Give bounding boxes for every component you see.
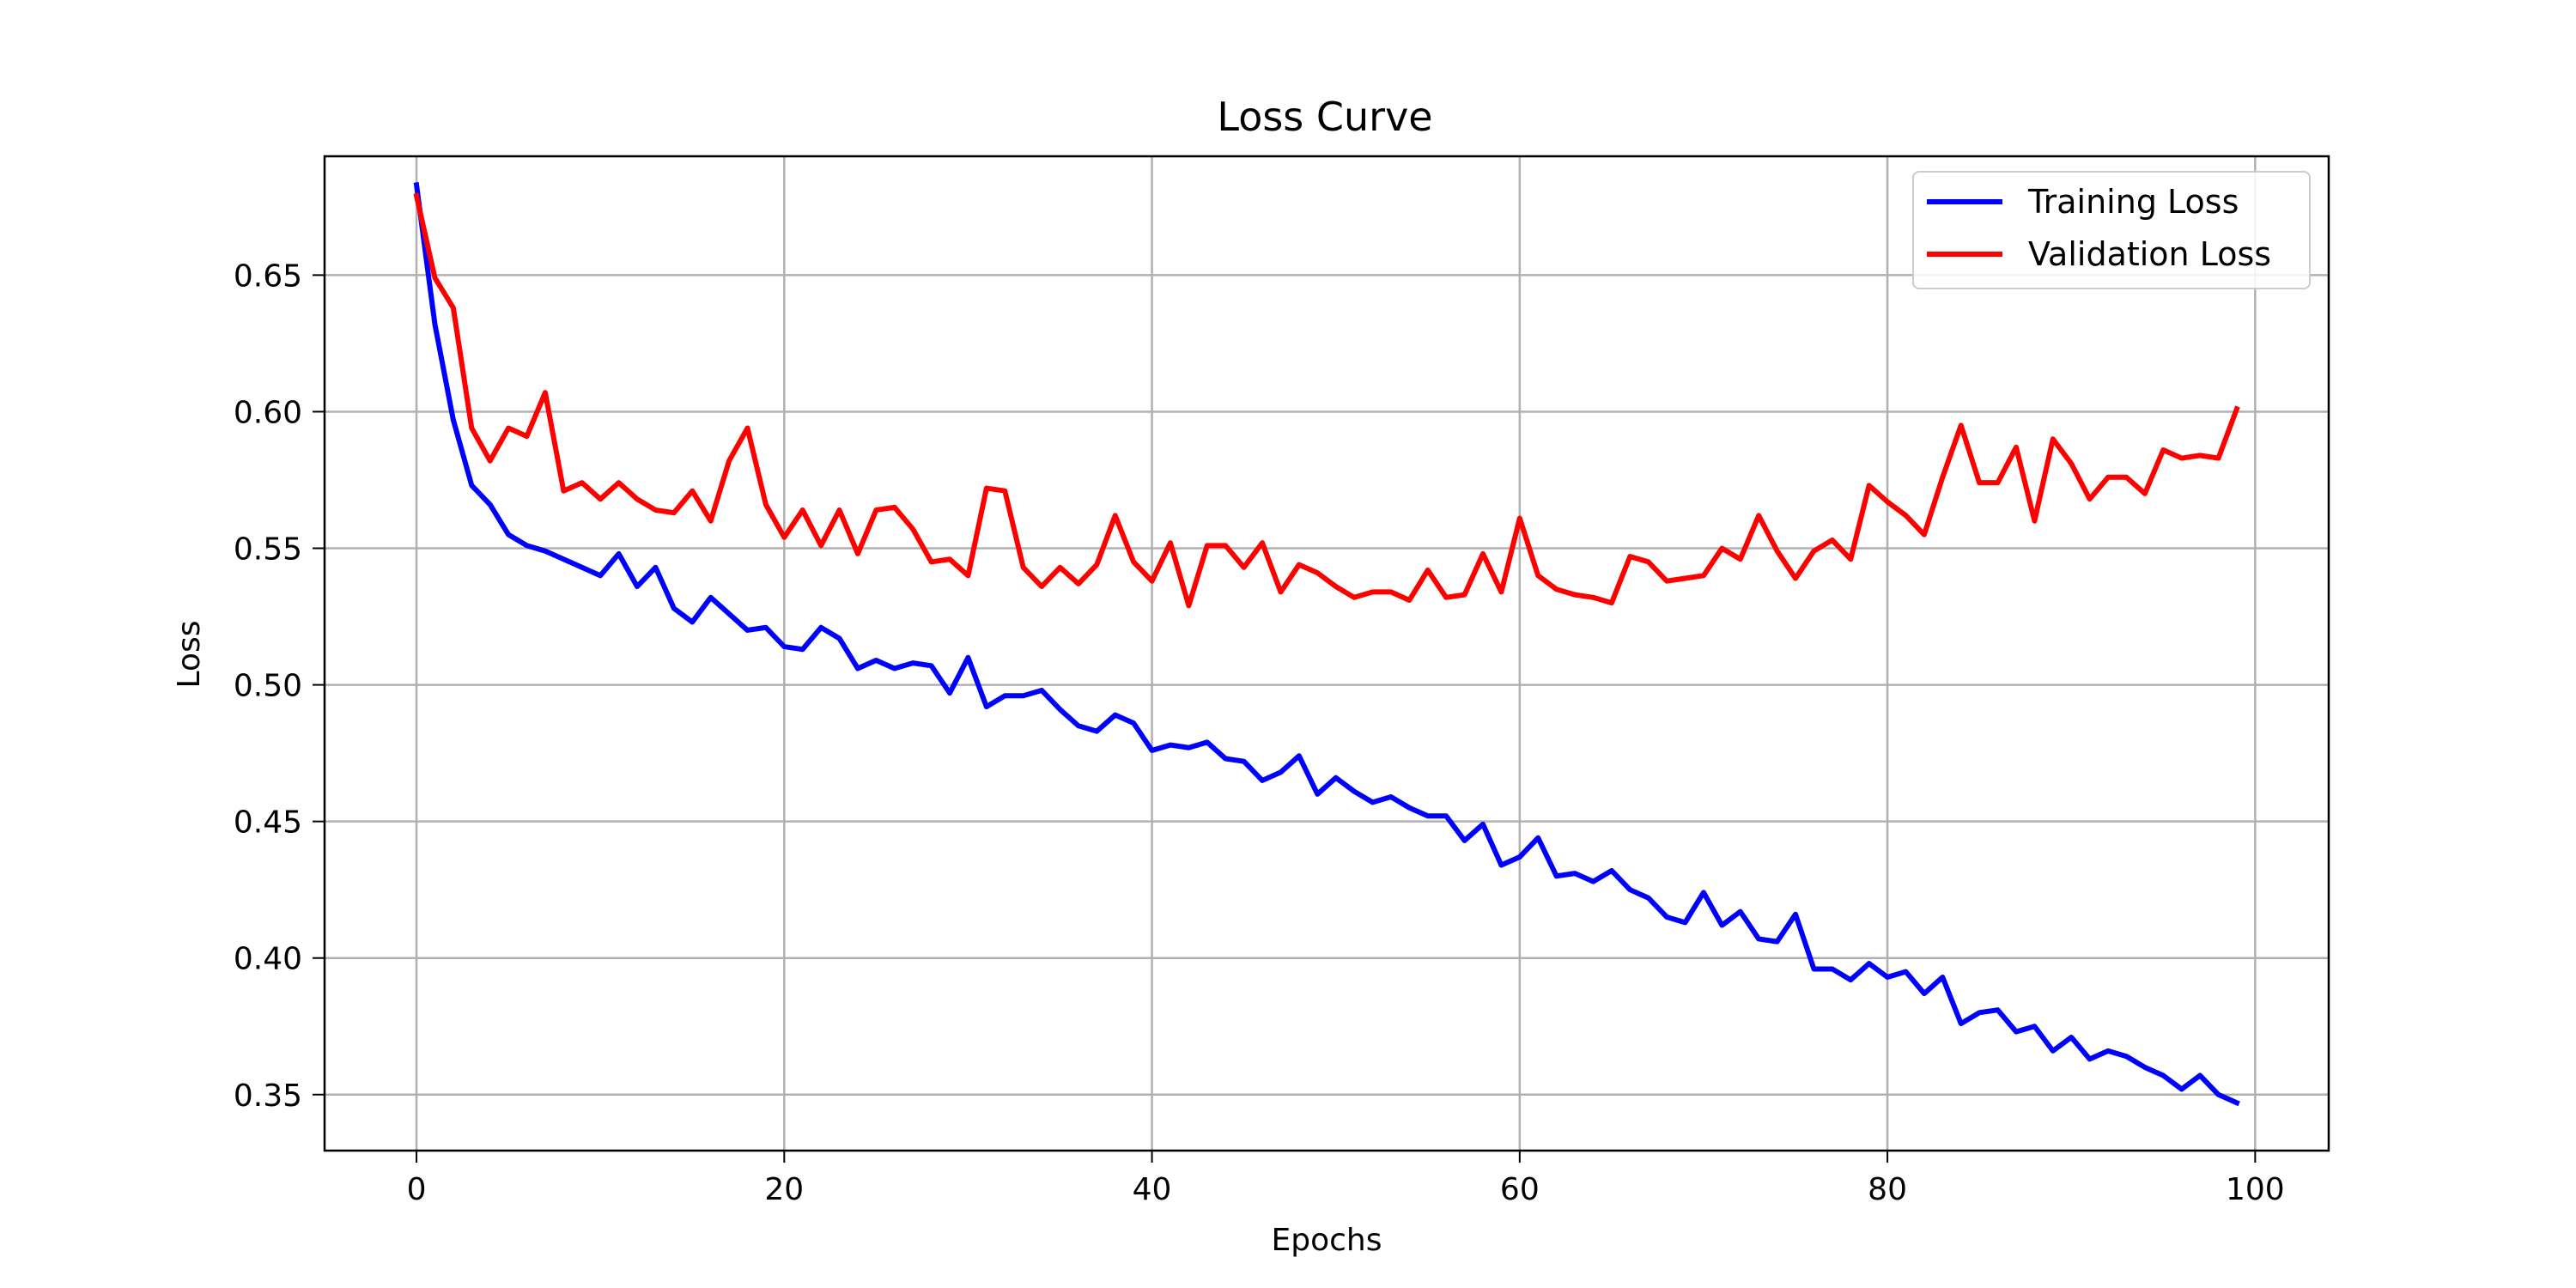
legend-label-training-loss: Training Loss (2027, 183, 2239, 221)
x-tick-label: 100 (2226, 1172, 2285, 1207)
x-tick-label: 40 (1133, 1172, 1172, 1207)
y-tick-label: 0.45 (234, 805, 302, 841)
grid-lines (325, 156, 2329, 1151)
x-axis-label: Epochs (1272, 1223, 1382, 1258)
series-line-validation-loss (413, 192, 2240, 609)
y-tick-label: 0.55 (234, 532, 302, 568)
chart-title: Loss Curve (1217, 94, 1432, 140)
legend-label-validation-loss: Validation Loss (2028, 235, 2271, 273)
legend: Training Loss Validation Loss (1912, 171, 2311, 289)
axis-ticks: 0 20 40 60 80 100 0.35 0.40 0.45 0.50 0.55 0.60 0.65 (234, 258, 2285, 1207)
y-tick-label: 0.65 (234, 258, 302, 294)
y-axis-label: Loss (172, 621, 207, 689)
x-tick-label: 20 (764, 1172, 804, 1207)
legend-frame (1912, 171, 2311, 289)
y-tick-label: 0.35 (234, 1078, 302, 1114)
series-line-training-loss (413, 182, 2240, 1107)
x-tick-label: 60 (1500, 1172, 1540, 1207)
y-tick-label: 0.50 (234, 669, 302, 704)
series-lines (413, 182, 2240, 1107)
plot-area-frame (323, 155, 2330, 1152)
x-tick-label: 0 (407, 1172, 427, 1207)
x-tick-label: 80 (1868, 1172, 1907, 1207)
y-tick-label: 0.60 (234, 395, 302, 430)
y-tick-label: 0.40 (234, 942, 302, 977)
